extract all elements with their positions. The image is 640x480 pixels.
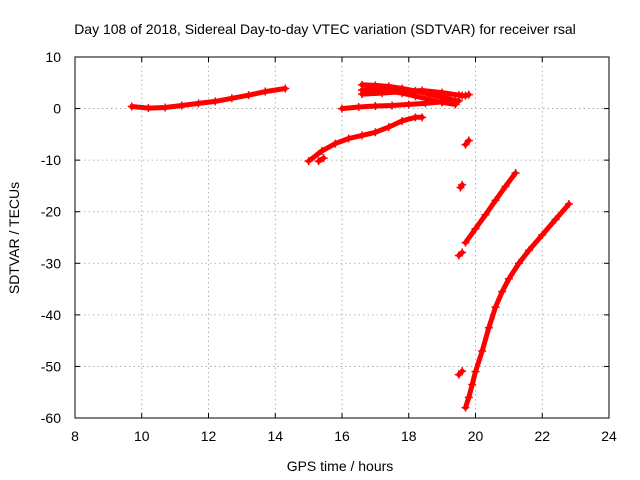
data-point	[244, 91, 253, 100]
data-point	[227, 94, 236, 103]
data-point	[564, 199, 573, 208]
data-point	[458, 367, 467, 376]
x-tick-label: 18	[401, 428, 417, 444]
x-tick-label: 8	[71, 428, 79, 444]
data-trace-14	[463, 201, 572, 411]
data-point	[461, 403, 470, 412]
chart-title: Day 108 of 2018, Sidereal Day-to-day VTE…	[74, 21, 576, 37]
data-point	[458, 180, 467, 189]
data-point	[418, 113, 427, 122]
data-point	[491, 303, 500, 312]
data-point	[304, 157, 313, 166]
x-tick-label: 10	[134, 428, 150, 444]
data-point	[514, 259, 523, 268]
data-point	[504, 274, 513, 283]
data-point	[338, 104, 346, 113]
data-point	[471, 224, 480, 233]
data-point	[317, 146, 326, 155]
data-point	[411, 92, 420, 101]
data-point	[354, 103, 363, 112]
data-point	[484, 323, 493, 332]
data-point	[461, 238, 470, 247]
data-point	[478, 346, 487, 355]
y-tick-label: -10	[41, 152, 61, 168]
x-tick-label: 16	[334, 428, 350, 444]
y-tick-label: 0	[53, 101, 61, 117]
data-point	[464, 393, 473, 402]
data-point	[177, 101, 186, 110]
data-point	[319, 154, 328, 163]
y-axis-ticks: 10 0 -10 -20 -30 -40 -50 -60	[41, 49, 609, 426]
data-point	[358, 131, 367, 140]
x-tick-label: 14	[267, 428, 283, 444]
data-point	[424, 95, 433, 104]
y-tick-label: -50	[41, 358, 61, 374]
data-point	[538, 230, 547, 239]
data-point	[454, 91, 463, 100]
data-point	[398, 87, 407, 96]
y-tick-label: -60	[41, 410, 61, 426]
data-point	[371, 101, 380, 110]
y-tick-label: 10	[45, 49, 61, 65]
data-point	[388, 101, 397, 110]
y-tick-label: -30	[41, 255, 61, 271]
data-point	[411, 113, 420, 122]
data-point	[458, 248, 467, 257]
data-point	[524, 246, 533, 255]
data-point	[481, 210, 490, 219]
data-point	[314, 157, 323, 166]
data-trace-11	[463, 170, 518, 246]
data-point	[451, 100, 460, 109]
data-point	[511, 169, 520, 178]
data-trace-1	[129, 86, 288, 111]
data-point	[438, 98, 447, 107]
data-traces	[127, 80, 573, 412]
data-point	[501, 182, 510, 191]
data-point	[358, 90, 367, 99]
data-point	[144, 104, 153, 113]
data-point	[551, 215, 560, 224]
data-point	[281, 84, 290, 93]
data-point	[404, 100, 413, 109]
data-point	[464, 136, 473, 145]
x-axis-ticks: 8 10 12 14 16 18 20 22 24	[71, 57, 617, 444]
data-point	[464, 90, 473, 99]
data-point	[384, 123, 393, 132]
x-tick-label: 12	[201, 428, 217, 444]
data-point	[194, 99, 203, 108]
data-point	[438, 88, 447, 97]
x-tick-label: 24	[601, 428, 617, 444]
data-point	[127, 102, 136, 111]
data-point	[331, 139, 340, 148]
data-point	[371, 128, 380, 137]
data-point	[378, 89, 387, 98]
data-point	[468, 380, 477, 389]
data-point	[471, 367, 480, 376]
x-axis-label: GPS time / hours	[287, 458, 394, 474]
x-tick-label: 20	[468, 428, 484, 444]
data-point	[491, 196, 500, 205]
y-axis-label: SDTVAR / TECUs	[6, 182, 22, 294]
data-point	[418, 86, 427, 95]
y-tick-label: -20	[41, 204, 61, 220]
data-point	[498, 287, 507, 296]
y-tick-label: -40	[41, 307, 61, 323]
data-point	[261, 87, 270, 96]
data-trace-2	[306, 114, 425, 164]
data-point	[398, 116, 407, 125]
data-point	[461, 140, 470, 149]
data-point	[161, 103, 170, 112]
data-point	[211, 97, 220, 106]
data-point	[344, 134, 353, 143]
x-tick-label: 22	[534, 428, 550, 444]
